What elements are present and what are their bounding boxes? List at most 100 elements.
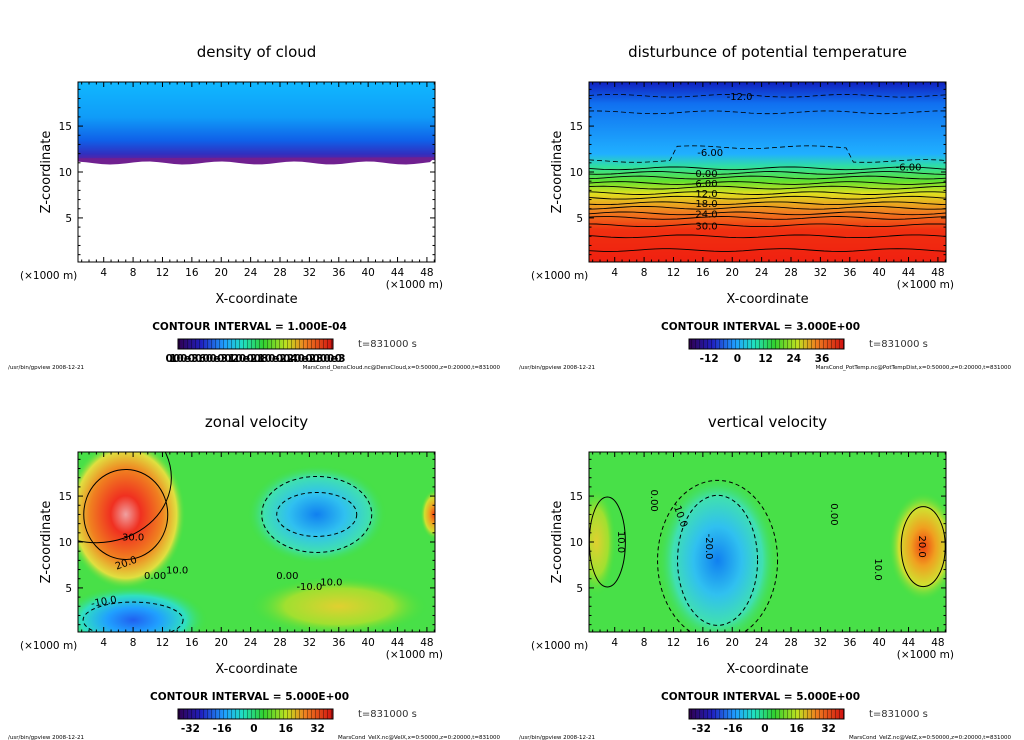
colorbar-tick-label: 24 <box>786 353 801 365</box>
x-tick-label: 40 <box>872 637 885 649</box>
contour-label: 0.00 <box>276 571 298 582</box>
contour-label: -12.0 <box>727 92 753 103</box>
y-tick-label: 10 <box>570 167 583 179</box>
x-tick-label: 24 <box>244 637 258 649</box>
x-tick-label: 40 <box>361 637 374 649</box>
y-tick-label: 15 <box>570 491 583 503</box>
x-tick-label: 20 <box>726 267 739 279</box>
x-tick-label: 44 <box>902 637 916 649</box>
contour-line <box>589 223 946 228</box>
y-tick-label: 15 <box>570 121 583 133</box>
contour-line <box>589 181 946 185</box>
contour-line <box>589 166 946 171</box>
x-tick-label: 28 <box>784 267 797 279</box>
contour-interval: CONTOUR INTERVAL = 1.000E-04 <box>152 321 347 333</box>
contour-line <box>78 452 172 544</box>
contour-label: -6.00 <box>697 148 723 159</box>
contour-label: 10.0 <box>320 577 342 588</box>
x-tick-label: 4 <box>100 637 107 649</box>
footer-left: /usr/bin/gpview 2008-12-21 <box>519 365 595 371</box>
x-tick-label: 16 <box>185 637 199 649</box>
x-tick-label: 40 <box>872 267 885 279</box>
contour-label: 6.00 <box>695 179 717 190</box>
x-tick-label: 4 <box>611 267 618 279</box>
x-axis-label: X-coordinate <box>726 662 808 677</box>
contour-line <box>589 175 946 180</box>
contour-label: 10.0 <box>872 558 883 580</box>
x-tick-label: 48 <box>931 637 944 649</box>
contour-line <box>589 93 946 98</box>
contour-label: 20.0 <box>916 535 927 557</box>
contour-line <box>589 216 946 220</box>
x-tick-label: 48 <box>931 267 944 279</box>
footer-right: MarsCond_VelZ.nc@VelZ,x=0:50000,z=0:2000… <box>849 735 1012 740</box>
x-tick-label: 12 <box>156 267 169 279</box>
colorbar-tick-label: -16 <box>213 723 232 735</box>
contour-line <box>589 110 946 115</box>
contour-line <box>589 211 946 216</box>
x-tick-label: 36 <box>332 637 346 649</box>
x-tick-label: 12 <box>156 637 169 649</box>
field-fill <box>78 82 435 262</box>
colorbar-tick-label: 0 <box>761 723 768 735</box>
contour-line <box>589 171 946 175</box>
colorbar-tick-labels: 0.1000e-03 0.6000e-03 0.1200e-02 0.1800e… <box>166 353 346 365</box>
x-unit-left: (×1000 m) <box>20 640 77 652</box>
time-label: t=831000 s <box>358 339 417 350</box>
x-tick-label: 16 <box>696 637 710 649</box>
contour-line <box>589 234 946 239</box>
colorbar-levels <box>689 339 844 349</box>
y-tick-label: 10 <box>59 537 72 549</box>
y-axis-label: Z-coordinate <box>39 131 54 214</box>
x-tick-label: 24 <box>755 267 769 279</box>
colorbar-levels <box>178 709 333 719</box>
x-tick-label: 36 <box>843 267 857 279</box>
contour-line <box>677 494 759 626</box>
contour-label: -6.00 <box>896 162 922 173</box>
x-tick-label: 44 <box>391 267 405 279</box>
contour-label: -10.0 <box>296 582 322 593</box>
x-tick-label: 20 <box>726 637 739 649</box>
plot-title: disturbunce of potential temperature <box>628 43 907 61</box>
y-tick-label: 10 <box>570 537 583 549</box>
footer-right: MarsCond_DensCloud.nc@DensCloud,x=0:5000… <box>303 365 501 371</box>
contour-interval: CONTOUR INTERVAL = 5.000E+00 <box>150 691 349 703</box>
contour-line <box>261 475 373 553</box>
x-unit-left: (×1000 m) <box>531 270 588 282</box>
plot-title: density of cloud <box>197 43 317 61</box>
x-tick-label: 48 <box>420 267 433 279</box>
contour-line <box>83 468 169 560</box>
x-tick-label: 20 <box>215 267 228 279</box>
time-label: t=831000 s <box>869 339 928 350</box>
x-axis-label: X-coordinate <box>215 292 297 307</box>
negative-min <box>78 585 209 632</box>
x-tick-label: 44 <box>902 267 916 279</box>
y-axis-label: Z-coordinate <box>550 501 565 584</box>
x-tick-label: 12 <box>667 637 680 649</box>
footer-left: /usr/bin/gpview 2008-12-21 <box>519 735 595 740</box>
colorbar-levels <box>689 709 844 719</box>
footer-left: /usr/bin/gpview 2008-12-21 <box>8 365 84 371</box>
colorbar-tick-label: 32 <box>310 723 325 735</box>
x-unit-left: (×1000 m) <box>531 640 588 652</box>
panel-2: disturbunce of potential temperature -12.… <box>519 43 1011 371</box>
contour-label: 0.00 <box>828 503 839 525</box>
contour-line <box>589 205 946 210</box>
x-axis-label: X-coordinate <box>215 662 297 677</box>
contour-line <box>589 195 946 200</box>
colorbar-tick-label: -32 <box>181 723 200 735</box>
x-tick-label: 4 <box>100 267 107 279</box>
contour-line <box>589 201 946 206</box>
field-fill <box>589 452 946 632</box>
contour-label: -10.0 <box>90 595 117 610</box>
field-fill <box>78 452 435 632</box>
colorbar-tick-label: 16 <box>789 723 804 735</box>
footer-right: MarsCond_PotTemp.nc@PotTempDist,x=0:5000… <box>816 365 1012 371</box>
contour-label: 12.0 <box>695 189 717 200</box>
colorbar-tick-label: -16 <box>724 723 743 735</box>
contour-label: 18.0 <box>695 199 717 210</box>
contour-label: 24.0 <box>695 209 717 220</box>
y-tick-label: 15 <box>59 121 72 133</box>
